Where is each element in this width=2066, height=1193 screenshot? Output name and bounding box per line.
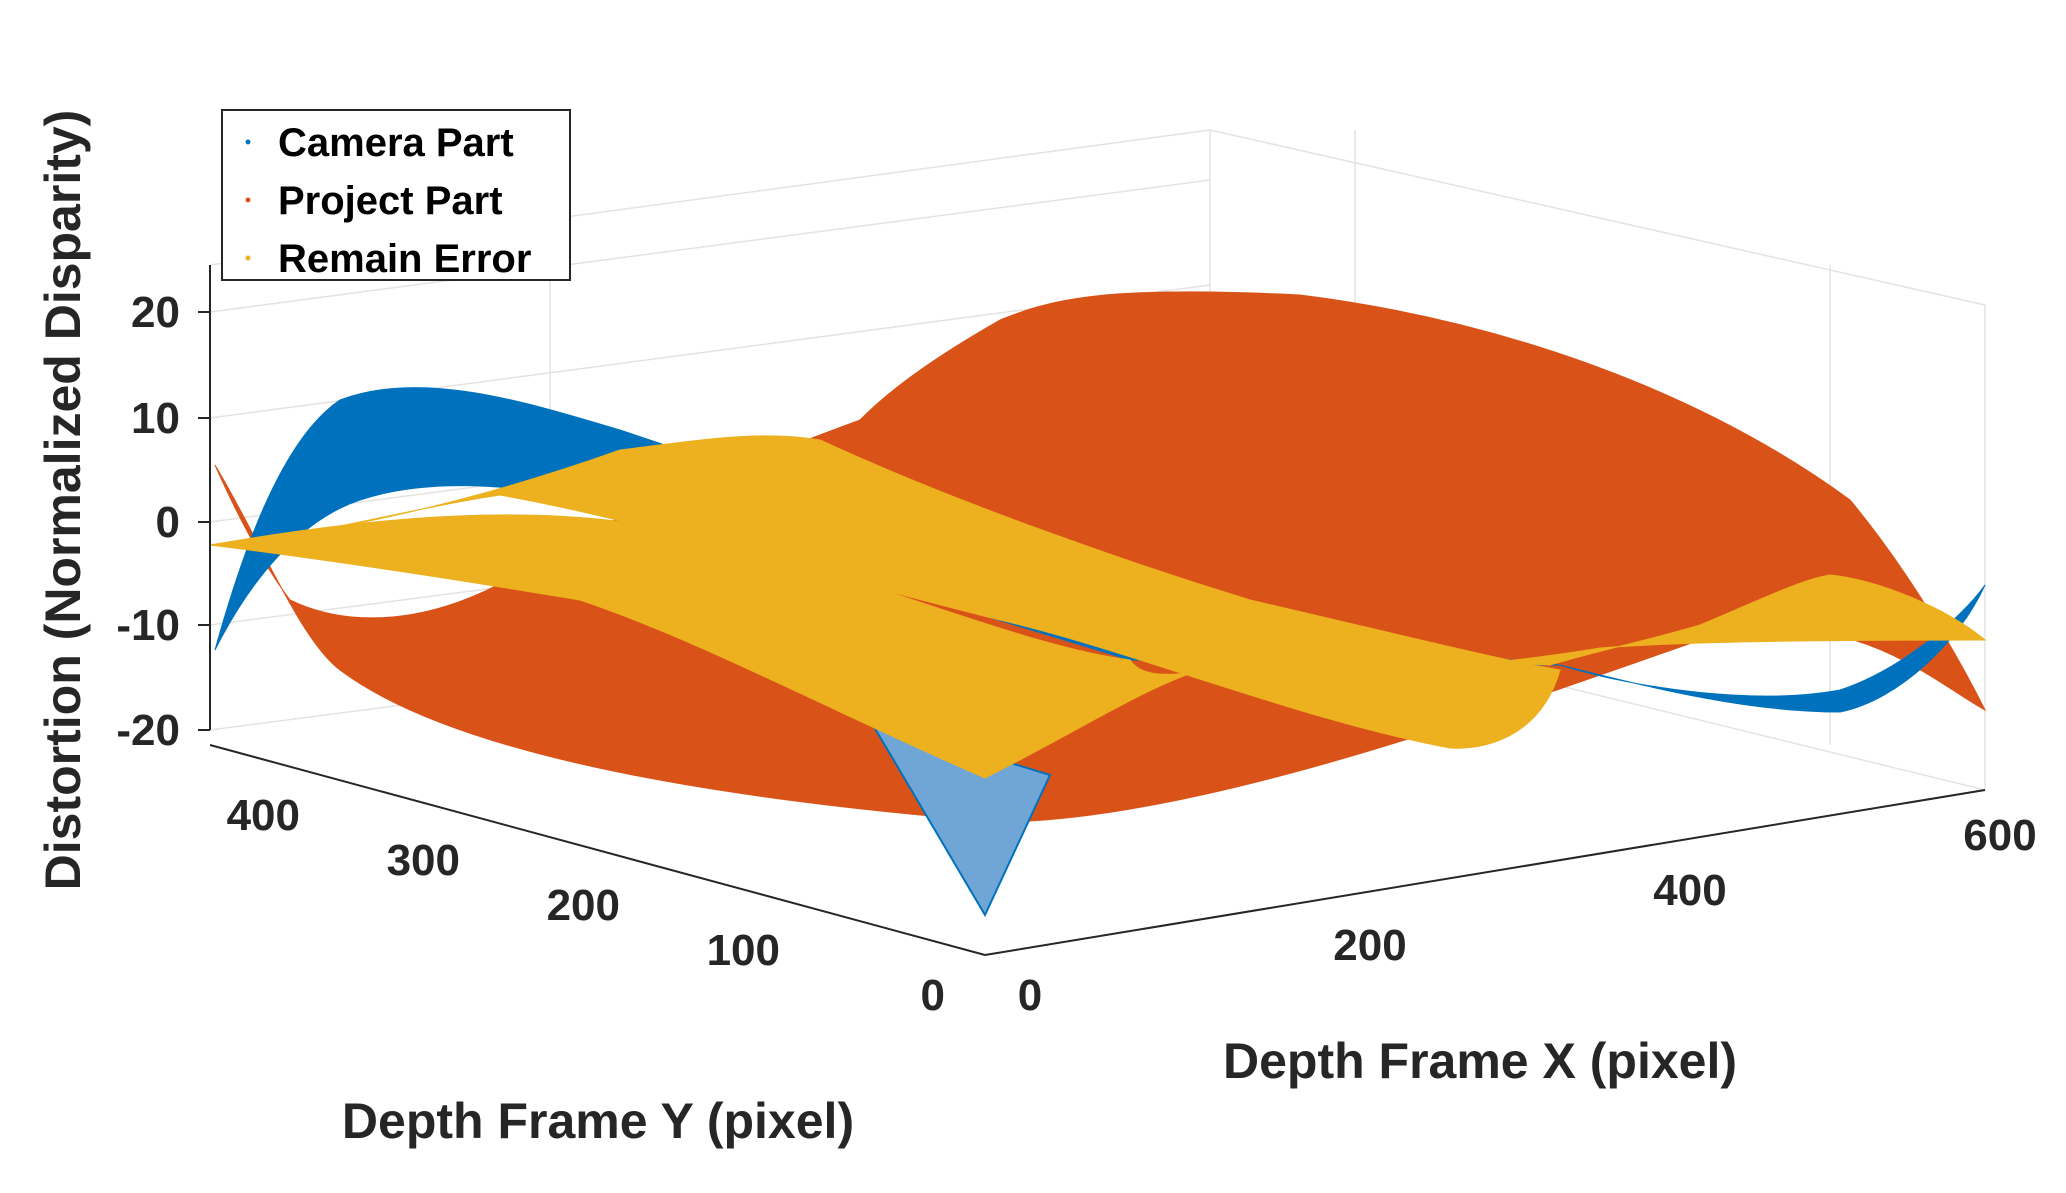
x-tick-label: 400 [1653,866,1726,915]
x-tick-label: 0 [1018,971,1042,1020]
y-tick-label: 100 [707,926,780,975]
y-tick-label: 0 [921,971,945,1020]
z-tick-label: 10 [131,394,180,443]
legend-marker-remain [245,255,251,261]
y-ticks: 0 100 200 300 400 [227,791,945,1020]
x-axis-title: Depth Frame X (pixel) [1223,1033,1737,1089]
z-tick-label: 20 [131,288,180,337]
legend-marker-project [245,197,251,203]
z-tick-label: -10 [116,601,180,650]
y-tick-label: 200 [547,881,620,930]
z-axis-title: Distortion (Normalized Disparity) [35,110,91,891]
legend-label: Remain Error [278,237,531,281]
surface-remain-error [209,435,1987,779]
legend: Camera Part Project Part Remain Error [221,109,571,281]
y-axis-line [209,744,986,956]
legend-label: Camera Part [278,121,514,165]
axes [209,265,1986,956]
y-tick-label: 300 [387,836,460,885]
legend-marker-camera [245,139,251,145]
legend-label: Project Part [278,179,503,223]
z-ticks: 20 10 0 -10 -20 [116,288,210,755]
x-tick-label: 200 [1333,921,1406,970]
x-ticks: 0 200 400 600 [1018,811,2037,1020]
legend-box [221,109,571,281]
z-tick-label: -20 [116,706,180,755]
y-axis-title: Depth Frame Y (pixel) [342,1093,854,1149]
x-tick-label: 600 [1963,811,2036,860]
y-tick-label: 400 [227,791,300,840]
z-tick-label: 0 [156,498,180,547]
x-axis-line [984,789,1986,956]
